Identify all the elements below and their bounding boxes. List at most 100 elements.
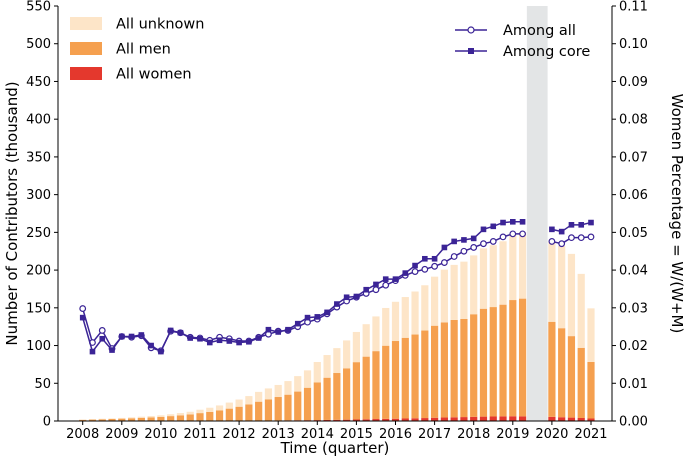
bar-unknown (343, 340, 351, 369)
among-core-point (255, 335, 262, 341)
among-core-point (519, 219, 526, 225)
right-tick-label: 0.08 (619, 113, 648, 128)
among-core-point (431, 255, 438, 262)
among-core-point (334, 301, 340, 307)
among-all-point (431, 262, 439, 270)
x-axis-title: Time (quarter) (280, 439, 390, 457)
among-core-point (353, 293, 360, 300)
left-tick-label: 0 (43, 415, 51, 430)
bar-women (450, 417, 458, 421)
bar-women (558, 417, 566, 421)
bar-men (567, 336, 576, 418)
among-core-point (549, 226, 555, 233)
among-core-point (138, 332, 145, 338)
right-tick-label: 0.03 (619, 301, 648, 316)
left-tick-label: 350 (26, 150, 51, 165)
among-core-point (490, 223, 497, 230)
left-tick-label: 200 (26, 264, 51, 279)
x-tick-label: 2012 (223, 427, 256, 442)
legend-swatch-women (70, 67, 102, 80)
among-core-line (81, 221, 523, 354)
bar-unknown (206, 407, 214, 412)
bar-men (303, 387, 312, 421)
left-tick-label: 300 (26, 188, 51, 203)
bar-unknown (284, 381, 292, 395)
bar-unknown (147, 415, 155, 418)
bar-men (284, 394, 292, 421)
bar-unknown (450, 264, 458, 320)
among-core-point (568, 222, 575, 228)
among-all-point (450, 253, 458, 260)
among-core-point (206, 339, 213, 346)
bar-unknown (157, 415, 165, 417)
among-core-point (109, 347, 115, 353)
legend-marker-among_all (467, 26, 475, 34)
among-all-point (411, 268, 419, 276)
bar-women (470, 416, 478, 421)
bar-women (411, 418, 419, 421)
among-core-point (392, 276, 399, 282)
bar-unknown (567, 253, 576, 337)
right-tick-label: 0.06 (619, 188, 648, 203)
left-tick-label: 50 (34, 377, 51, 392)
bar-men (343, 368, 351, 420)
among-core-point (187, 335, 194, 341)
among-core-point (275, 329, 281, 335)
bar-unknown (255, 391, 263, 402)
bar-unknown (333, 348, 341, 374)
x-tick-label: 2019 (496, 427, 529, 442)
bar-women (548, 416, 556, 421)
bar-women (460, 417, 468, 421)
among-core-point (363, 286, 369, 293)
bar-men (587, 361, 595, 419)
among-all-point (480, 240, 487, 248)
among-core-point (89, 348, 96, 355)
bar-men (382, 345, 390, 419)
left-tick-label: 550 (26, 0, 51, 15)
x-tick-label: 2011 (183, 427, 216, 442)
bar-unknown (186, 411, 194, 415)
bar-women (343, 419, 351, 421)
bar-unknown (176, 413, 185, 416)
among-core-point (314, 314, 321, 320)
among-core-point (119, 333, 125, 340)
among-all-point (421, 265, 429, 273)
bar-women (362, 419, 370, 421)
among-core-point (422, 255, 428, 262)
bar-men (294, 391, 302, 421)
bar-unknown (431, 276, 439, 326)
among-core-point (236, 339, 242, 346)
x-tick-label: 2015 (340, 427, 373, 442)
among-core-point (158, 348, 164, 355)
bar-men (460, 318, 468, 418)
among-core-point (265, 326, 272, 333)
among-core-point (285, 326, 291, 333)
among-core-point (226, 338, 233, 344)
right-tick-label: 0.05 (619, 226, 648, 241)
bar-women (333, 419, 341, 421)
bar-men (186, 414, 194, 421)
bar-men (411, 334, 419, 419)
among-core-point (167, 327, 174, 334)
bar-men (235, 406, 243, 421)
bar-women (323, 419, 331, 421)
bar-men (352, 362, 360, 420)
x-tick-label: 2010 (144, 427, 177, 442)
right-tick-label: 0.01 (619, 377, 648, 392)
x-tick-label: 2016 (379, 427, 412, 442)
bar-unknown (499, 241, 507, 305)
bar-men (196, 413, 204, 421)
bar-men (88, 419, 97, 421)
bar-women (587, 418, 595, 421)
bar-men (98, 419, 106, 421)
bar-unknown (470, 255, 478, 315)
among-core-point (373, 281, 379, 288)
x-tick-label: 2013 (262, 427, 295, 442)
among-core-point (99, 335, 106, 342)
left-tick-label: 250 (26, 226, 51, 241)
among-core-point (177, 329, 184, 336)
left-tick-label: 400 (26, 113, 51, 128)
bar-women (421, 418, 429, 421)
bar-women (499, 416, 507, 421)
legend-swatch-unknown (70, 17, 102, 30)
